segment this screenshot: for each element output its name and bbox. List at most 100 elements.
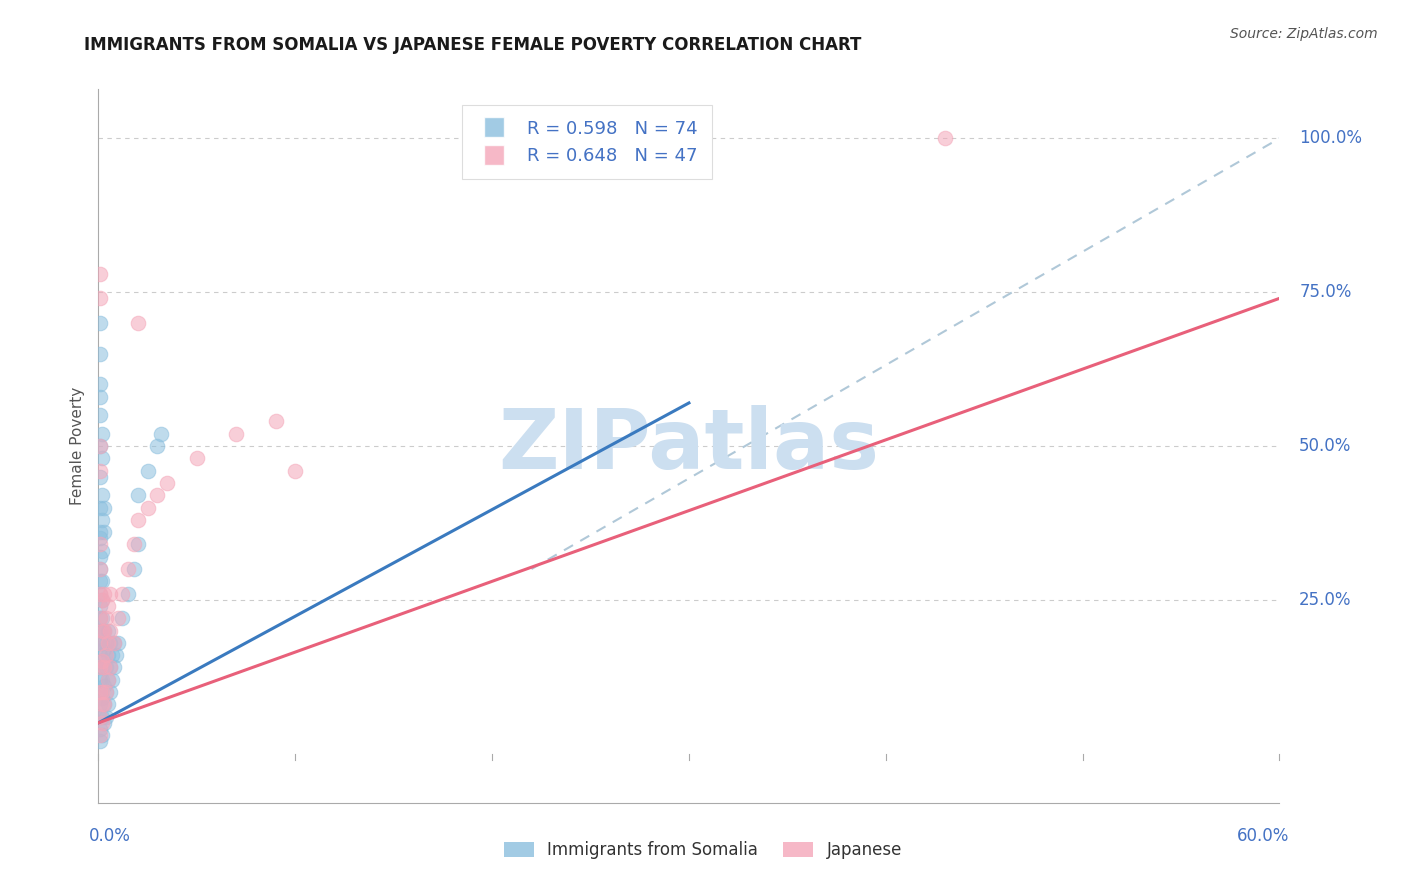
- Point: [93, 587, 115, 601]
- Point: [103, 660, 125, 674]
- Point: [96, 611, 118, 625]
- Point: [91, 592, 114, 607]
- Point: [89, 636, 111, 650]
- Point: [122, 562, 145, 576]
- Point: [91, 574, 114, 589]
- Point: [96, 685, 118, 699]
- Point: [117, 562, 139, 576]
- Point: [89, 464, 111, 478]
- Point: [89, 562, 111, 576]
- Point: [89, 685, 111, 699]
- Point: [91, 728, 114, 742]
- Point: [89, 587, 111, 601]
- Point: [93, 698, 115, 712]
- Text: ZIPatlas: ZIPatlas: [499, 406, 879, 486]
- Point: [89, 722, 111, 736]
- Point: [91, 654, 114, 668]
- Point: [89, 316, 111, 330]
- Point: [107, 611, 129, 625]
- Point: [89, 611, 111, 625]
- Point: [156, 475, 179, 490]
- Point: [89, 673, 111, 687]
- Point: [103, 636, 125, 650]
- Point: [91, 624, 114, 638]
- Point: [111, 611, 134, 625]
- Point: [98, 636, 121, 650]
- Point: [91, 673, 114, 687]
- Point: [89, 624, 111, 638]
- Point: [89, 660, 111, 674]
- Point: [93, 624, 115, 638]
- Point: [93, 698, 115, 712]
- Point: [91, 624, 114, 638]
- Point: [91, 715, 114, 730]
- Point: [117, 587, 139, 601]
- Point: [91, 685, 114, 699]
- Point: [93, 624, 115, 638]
- Point: [93, 642, 115, 657]
- Point: [127, 537, 149, 551]
- Text: Source: ZipAtlas.com: Source: ZipAtlas.com: [1230, 27, 1378, 41]
- Point: [89, 500, 111, 515]
- Text: 50.0%: 50.0%: [1299, 437, 1351, 455]
- Point: [89, 709, 111, 723]
- Point: [91, 488, 114, 502]
- Point: [136, 500, 159, 515]
- Legend: Immigrants from Somalia, Japanese: Immigrants from Somalia, Japanese: [498, 835, 908, 866]
- Point: [91, 451, 114, 466]
- Point: [101, 648, 124, 662]
- Point: [186, 451, 208, 466]
- Point: [101, 673, 124, 687]
- Point: [98, 660, 121, 674]
- Point: [284, 464, 307, 478]
- Point: [89, 698, 111, 712]
- Point: [96, 685, 118, 699]
- Point: [111, 587, 134, 601]
- Point: [89, 685, 111, 699]
- Point: [127, 513, 149, 527]
- Y-axis label: Female Poverty: Female Poverty: [69, 387, 84, 505]
- Point: [89, 574, 111, 589]
- Point: [97, 636, 120, 650]
- Point: [96, 648, 118, 662]
- Point: [98, 685, 121, 699]
- Point: [264, 414, 287, 428]
- Point: [89, 709, 111, 723]
- Point: [225, 426, 247, 441]
- Point: [89, 377, 111, 392]
- Point: [107, 636, 129, 650]
- Point: [98, 660, 121, 674]
- Text: 25.0%: 25.0%: [1299, 591, 1351, 609]
- Point: [91, 426, 114, 441]
- Point: [93, 500, 115, 515]
- Point: [89, 549, 111, 564]
- Point: [96, 636, 118, 650]
- Point: [96, 660, 118, 674]
- Point: [97, 673, 120, 687]
- Point: [91, 698, 114, 712]
- Point: [136, 464, 159, 478]
- Point: [91, 592, 114, 607]
- Point: [150, 426, 173, 441]
- Point: [89, 728, 111, 742]
- Point: [89, 291, 111, 305]
- Point: [97, 648, 120, 662]
- Point: [93, 525, 115, 540]
- Point: [89, 267, 111, 281]
- Point: [89, 531, 111, 545]
- Point: [97, 673, 120, 687]
- Point: [89, 525, 111, 540]
- Point: [91, 636, 114, 650]
- Text: 0.0%: 0.0%: [89, 828, 131, 846]
- Point: [93, 660, 115, 674]
- Point: [91, 611, 114, 625]
- Point: [89, 469, 111, 483]
- Point: [127, 488, 149, 502]
- Point: [89, 734, 111, 748]
- Point: [105, 648, 128, 662]
- Point: [93, 660, 115, 674]
- Point: [91, 654, 114, 668]
- Text: 60.0%: 60.0%: [1237, 828, 1289, 846]
- Point: [146, 488, 169, 502]
- Point: [89, 648, 111, 662]
